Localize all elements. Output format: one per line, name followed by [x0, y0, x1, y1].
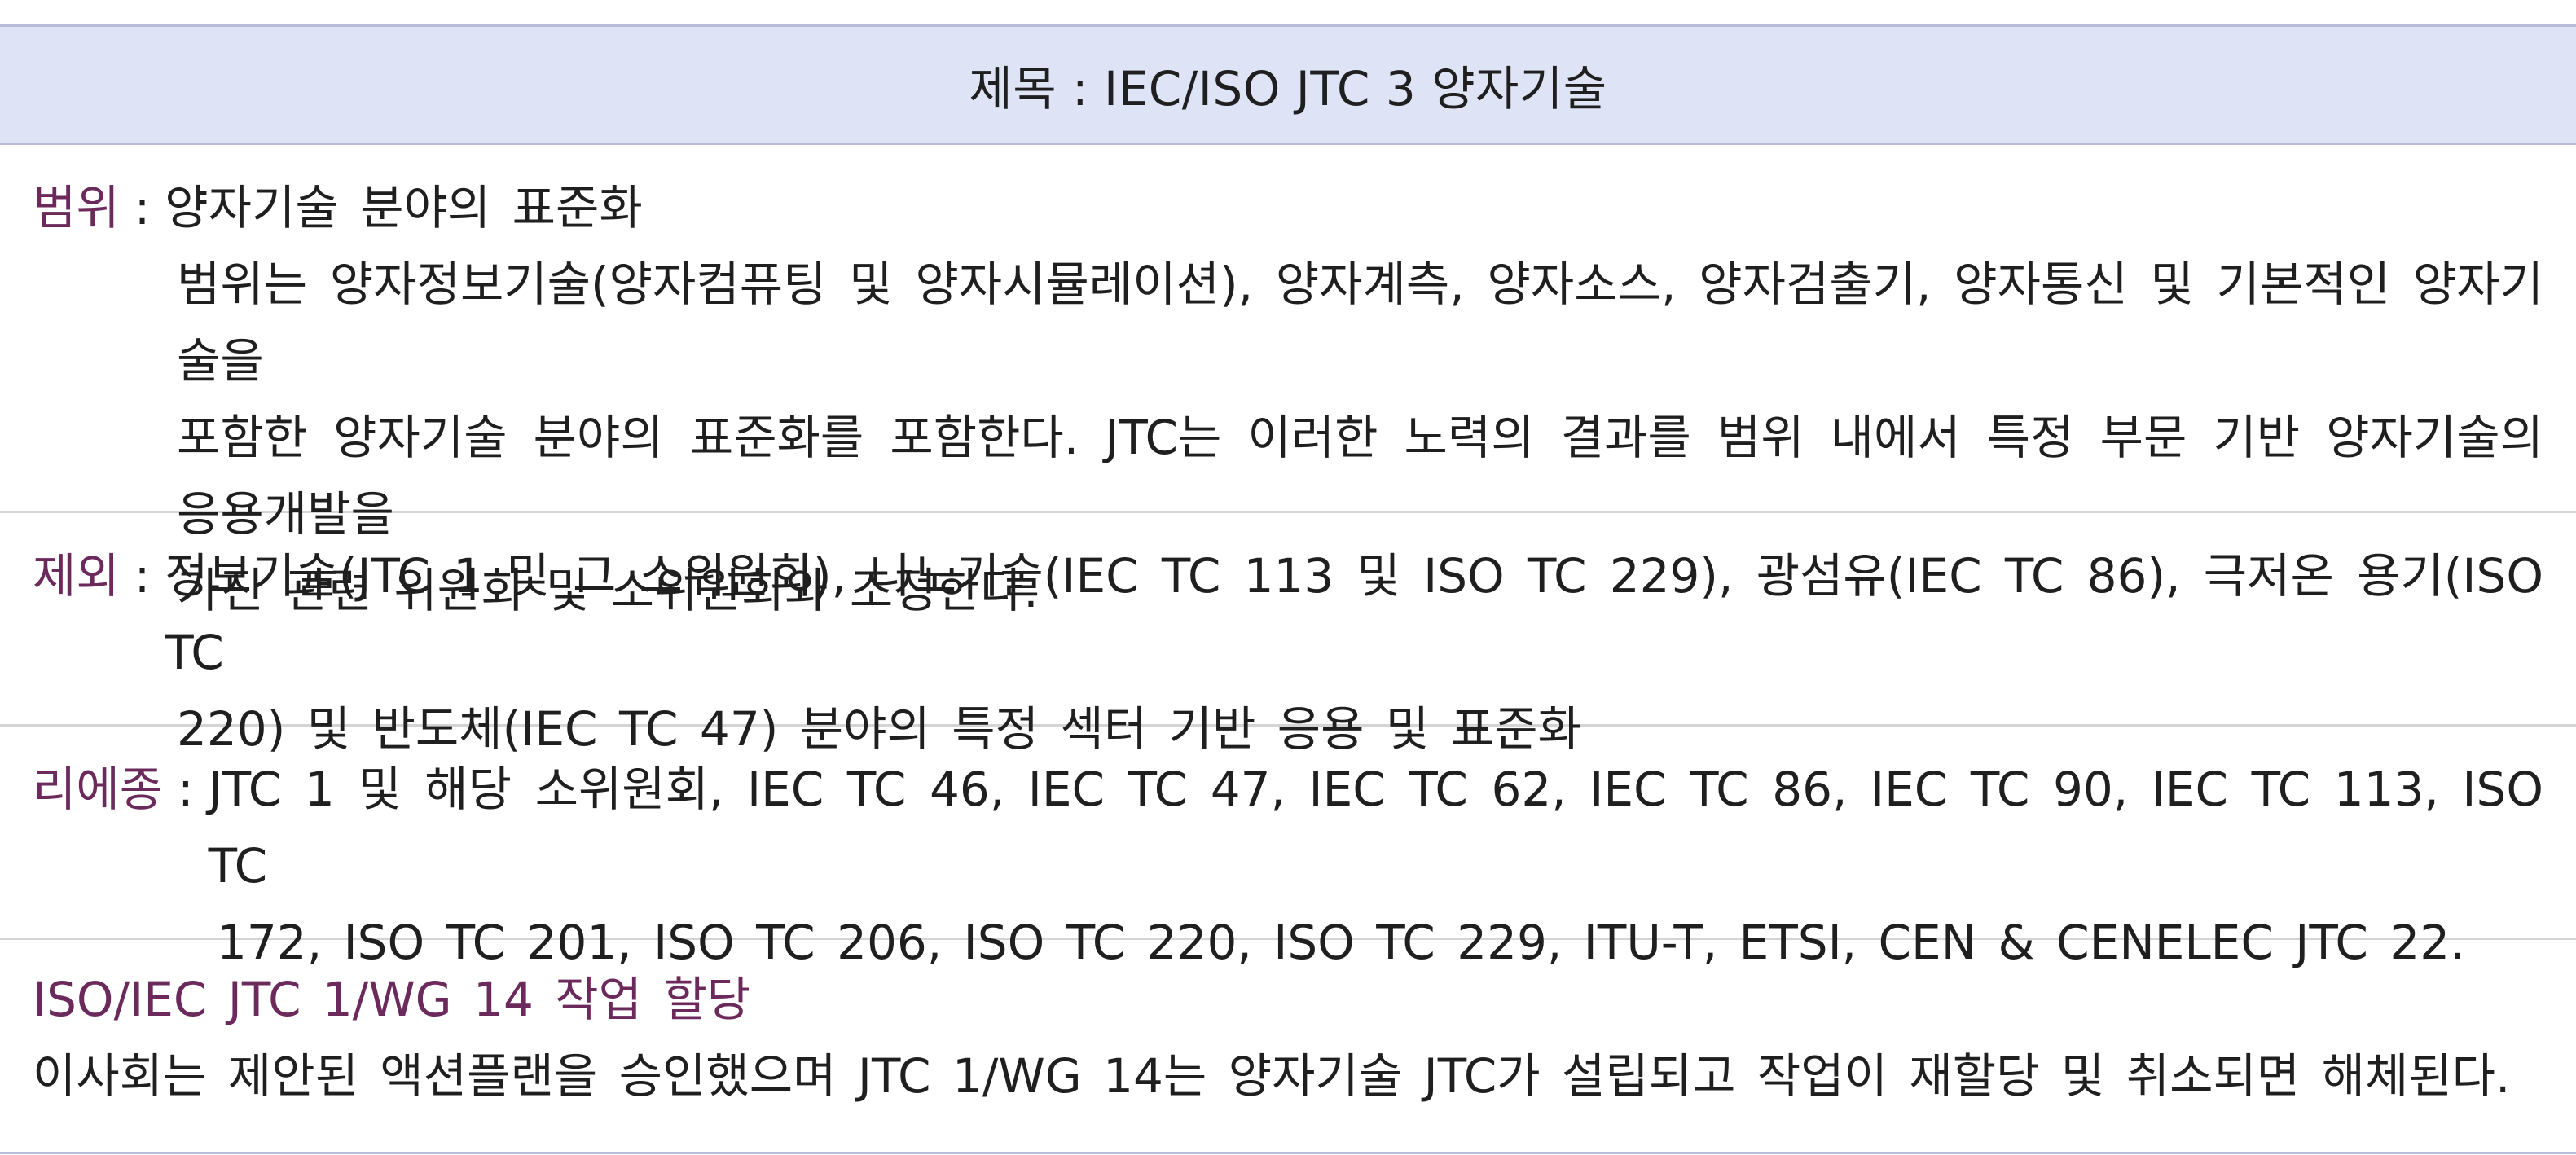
scope-colon: :	[134, 180, 151, 235]
scope-line-1: 범위는 양자정보기술(양자컴퓨팅 및 양자시뮬레이션), 양자계측, 양자소스,…	[177, 257, 2543, 389]
liaison-label: 리에종	[33, 762, 164, 817]
scope-section: 범위: 양자기술 분야의 표준화 범위는 양자정보기술(양자컴퓨팅 및 양자시뮬…	[0, 145, 2576, 618]
exclusion-colon: :	[134, 548, 151, 604]
exclusion-section: 제외: 정보기술(JTC 1 및 그 소위원회), 나노기술(IEC TC 11…	[0, 513, 2576, 757]
exclusion-line-2: 220) 및 반도체(IEC TC 47) 분야의 특정 섹터 기반 응용 및 …	[177, 701, 1581, 757]
liaison-colon: :	[178, 762, 194, 817]
wg-section: ISO/IEC JTC 1/WG 14 작업 할당 이사회는 제안된 액션플랜을…	[0, 940, 2576, 1152]
scope-summary: 양자기술 분야의 표준화	[165, 180, 643, 235]
exclusion-label: 제외	[33, 548, 120, 604]
wg-heading: ISO/IEC JTC 1/WG 14 작업 할당	[33, 972, 751, 1027]
scope-line-3: 가진 관련 위원회 및 소위원회와 조정한다.	[177, 563, 1039, 618]
committee-info-table: 제목 : IEC/ISO JTC 3 양자기술 범위: 양자기술 분야의 표준화…	[0, 24, 2576, 1154]
exclusion-line-1: 정보기술(JTC 1 및 그 소위원회), 나노기술(IEC TC 113 및 …	[165, 548, 2543, 680]
scope-line-2: 포함한 양자기술 분야의 표준화를 포함한다. JTC는 이러한 노력의 결과를…	[177, 410, 2543, 542]
title-text: 제목 : IEC/ISO JTC 3 양자기술	[969, 61, 1607, 116]
liaison-section: 리에종: JTC 1 및 해당 소위원회, IEC TC 46, IEC TC …	[0, 727, 2576, 970]
liaison-line-1: JTC 1 및 해당 소위원회, IEC TC 46, IEC TC 47, I…	[208, 762, 2543, 894]
table-title: 제목 : IEC/ISO JTC 3 양자기술	[0, 27, 2576, 145]
liaison-line-2: 172, ISO TC 201, ISO TC 206, ISO TC 220,…	[217, 915, 2465, 970]
wg-text: 이사회는 제안된 액션플랜을 승인했으며 JTC 1/WG 14는 양자기술 J…	[33, 1048, 2511, 1104]
scope-label: 범위	[33, 180, 120, 235]
